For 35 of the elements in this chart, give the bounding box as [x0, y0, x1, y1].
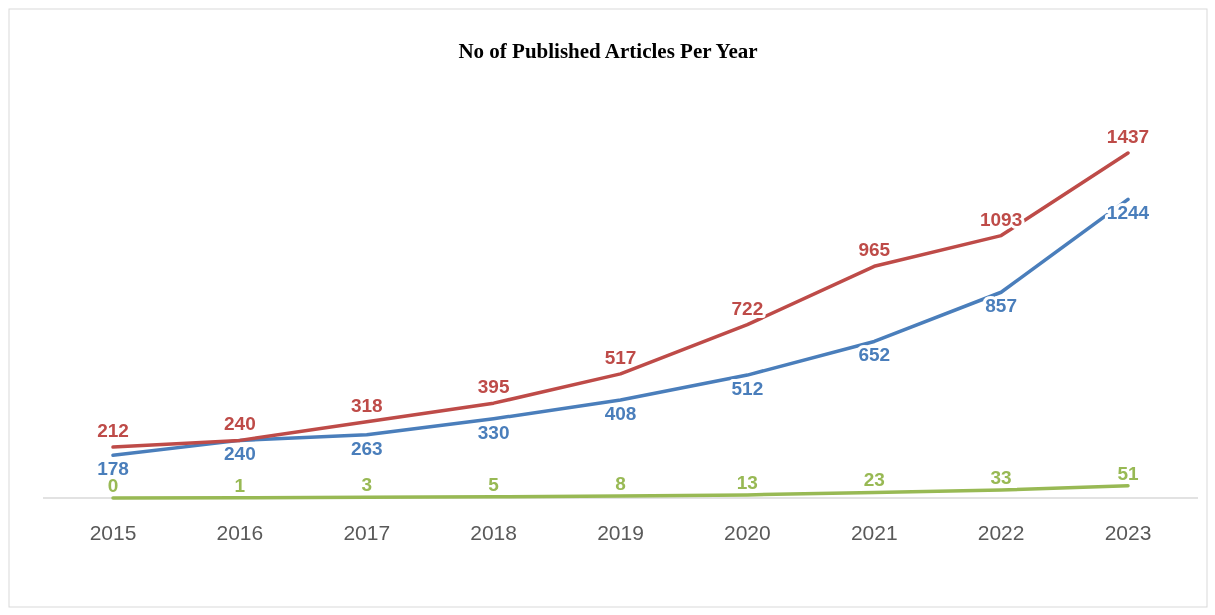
- x-tick-label: 2018: [470, 521, 517, 544]
- data-label: 1437: [1106, 126, 1150, 147]
- x-tick-label: 2023: [1104, 521, 1152, 544]
- data-label: 23: [863, 469, 885, 491]
- data-label: 13: [736, 471, 758, 493]
- data-label: 722: [731, 297, 764, 319]
- data-label: 240: [224, 443, 256, 465]
- data-label: 33: [990, 467, 1012, 489]
- data-label: 263: [350, 437, 383, 459]
- x-tick-label: 2019: [597, 521, 644, 544]
- data-label: 965: [858, 239, 891, 261]
- x-tick-label: 2017: [343, 521, 391, 544]
- data-label: 1244: [1106, 202, 1150, 224]
- x-tick-label: 2021: [850, 521, 898, 544]
- data-label: 395: [477, 376, 510, 398]
- data-label: 1: [234, 474, 246, 496]
- data-label: 512: [731, 378, 764, 400]
- data-label: 51: [1117, 462, 1139, 484]
- data-label: 5: [488, 473, 500, 495]
- data-label: 212: [97, 420, 129, 442]
- data-label: 652: [858, 344, 891, 366]
- data-label: 8: [615, 473, 626, 495]
- x-tick-label: 2016: [216, 521, 264, 544]
- data-label: 857: [985, 295, 1017, 317]
- chart-title: No of Published Articles Per Year: [458, 39, 758, 63]
- data-label: 3: [361, 474, 373, 496]
- data-label: 408: [604, 403, 637, 425]
- x-tick-label: 2020: [724, 521, 771, 544]
- data-label: 240: [224, 413, 256, 435]
- data-label: 517: [604, 346, 637, 368]
- x-tick-label: 2022: [977, 521, 1025, 544]
- data-label: 318: [350, 394, 383, 416]
- data-label: 1093: [979, 208, 1023, 230]
- x-tick-label: 2015: [89, 521, 137, 544]
- data-label: 330: [477, 421, 510, 443]
